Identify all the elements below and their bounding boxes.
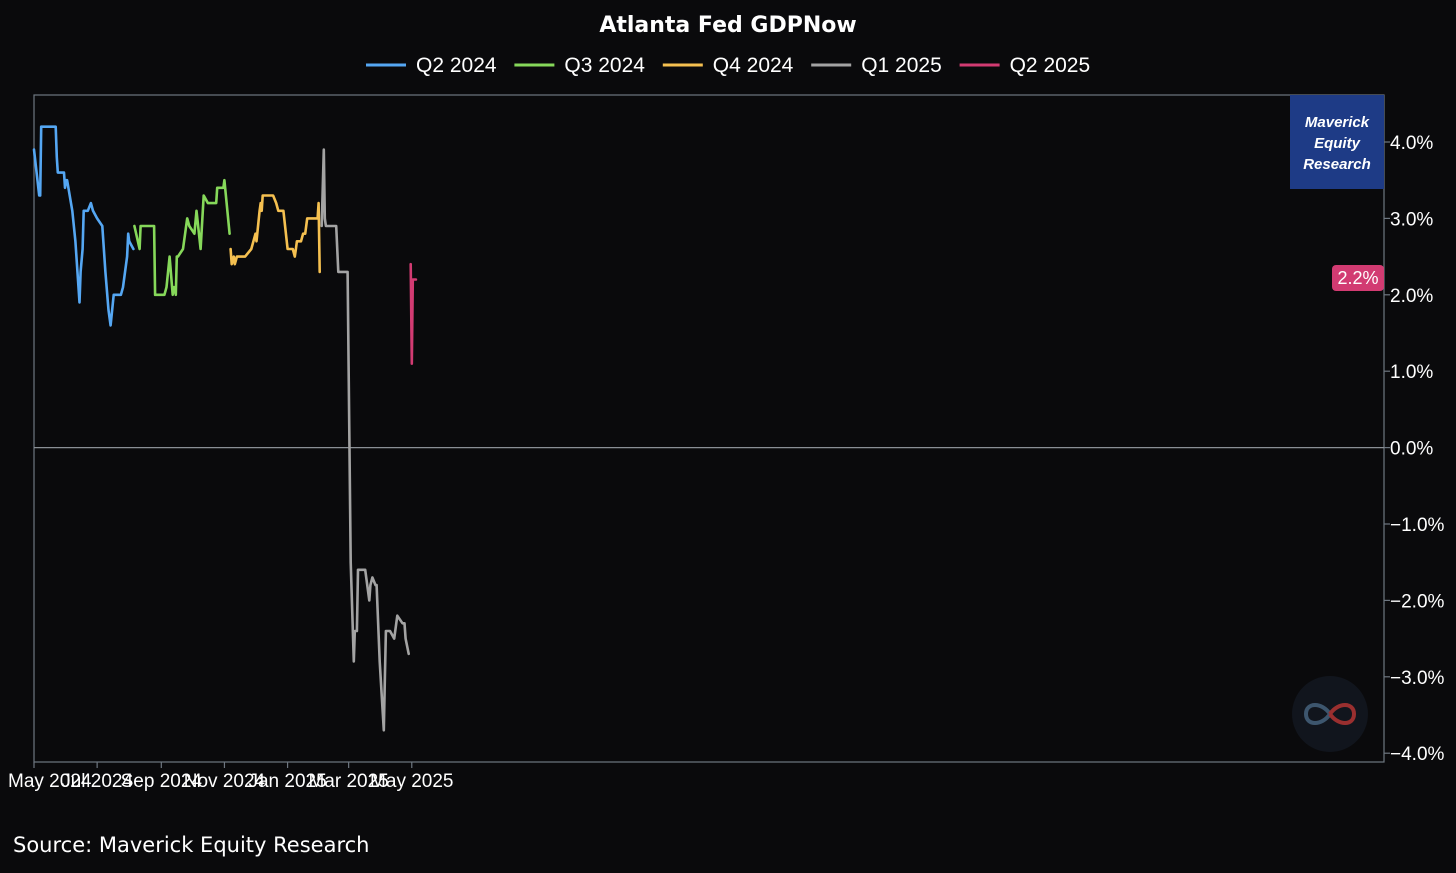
badge-background <box>1290 95 1384 189</box>
series-line-q4-2024 <box>229 194 321 274</box>
series-layer <box>32 125 418 732</box>
x-tick-label: Sep 2024 <box>121 771 203 792</box>
y-tick-label: 3.0% <box>1390 209 1433 230</box>
series-line-q2-2025 <box>409 262 418 365</box>
y-tick-label: 1.0% <box>1390 362 1433 383</box>
legend-item: Q3 2024 <box>514 54 645 77</box>
source-note: Source: Maverick Equity Research <box>13 833 369 857</box>
legend-label: Q2 2024 <box>416 54 497 77</box>
legend-item: Q2 2024 <box>366 54 497 77</box>
y-tick-label: 2.0% <box>1390 286 1433 307</box>
legend-item: Q1 2025 <box>811 54 942 77</box>
end-value-label-background <box>1332 265 1384 291</box>
badge-line-2: Equity <box>1314 135 1360 152</box>
badge-line-3: Research <box>1303 156 1371 173</box>
y-tick-label: 0.0% <box>1390 439 1433 460</box>
legend: Q2 2024 Q3 2024 Q4 2024 Q1 2025 Q2 2025 <box>366 54 1090 77</box>
legend-label: Q1 2025 <box>861 54 942 77</box>
series-line-q2-2024 <box>32 125 135 327</box>
infinity-logo-icon <box>1292 676 1368 752</box>
x-tick-label: Jul 2024 <box>61 771 133 792</box>
maverick-badge: Maverick Equity Research <box>1290 95 1384 189</box>
series-line-q1-2025 <box>320 148 410 732</box>
y-tick-label: −3.0% <box>1390 668 1445 689</box>
badge-line-1: Maverick <box>1305 114 1370 131</box>
y-tick-label: −1.0% <box>1390 515 1445 536</box>
legend-item: Q2 2025 <box>959 54 1091 77</box>
legend-item: Q4 2024 <box>662 54 794 77</box>
chart-title: Atlanta Fed GDPNow <box>599 13 856 38</box>
y-tick-label: −4.0% <box>1390 744 1445 765</box>
series-line-q3-2024 <box>133 178 231 297</box>
y-tick-label: 4.0% <box>1390 133 1433 154</box>
legend-label: Q4 2024 <box>713 54 794 77</box>
end-value-label-text: 2.2% <box>1337 268 1378 288</box>
y-tick-label: −2.0% <box>1390 591 1445 612</box>
end-value-label: 2.2% <box>1332 265 1384 291</box>
y-axis: 4.0% 3.0% 2.0% 1.0% 0.0% −1.0% −2.0% −3.0% −4.0% <box>1384 133 1445 765</box>
legend-label: Q3 2024 <box>564 54 645 77</box>
x-tick-label: Nov 2024 <box>184 771 266 792</box>
plot-frame <box>33 94 1385 763</box>
legend-label: Q2 2025 <box>1010 54 1091 77</box>
x-tick-label: Jan 2025 <box>248 771 326 792</box>
x-tick-label: May 2025 <box>370 771 453 792</box>
x-tick-label: Mar 2025 <box>308 771 388 792</box>
x-tick-label: May 2024 <box>8 771 92 792</box>
